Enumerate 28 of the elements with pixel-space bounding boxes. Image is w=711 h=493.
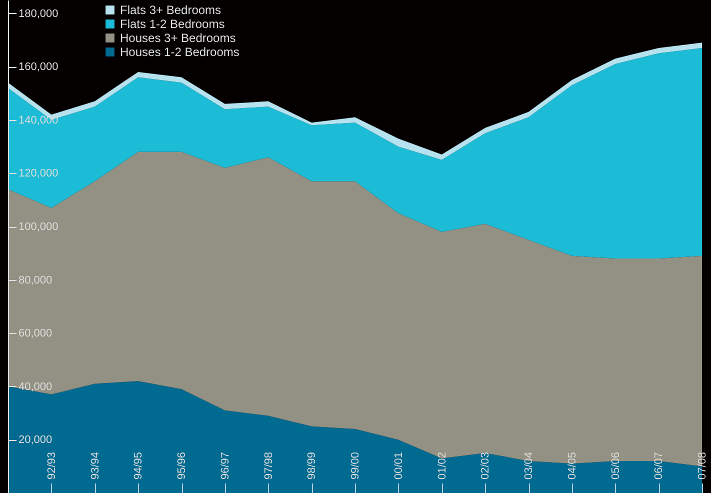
x-tick-label: 00/01 xyxy=(392,452,405,480)
x-tick-label: 99/00 xyxy=(350,452,362,480)
legend-label: Houses 1-2 Bedrooms xyxy=(120,45,240,59)
legend-label: Flats 1-2 Bedrooms xyxy=(120,17,225,31)
y-tick-label: 20,000 xyxy=(18,434,52,446)
x-tick-label: 04/05 xyxy=(566,452,578,480)
y-tick-label: 60,000 xyxy=(18,328,52,340)
legend-label: Flats 3+ Bedrooms xyxy=(120,3,222,17)
y-tick-label: 40,000 xyxy=(18,380,52,393)
x-tick-label: 94/95 xyxy=(132,452,145,480)
x-tick-label: 92/93 xyxy=(46,452,58,480)
y-tick-label: 180,000 xyxy=(18,8,58,20)
y-tick-label: 160,000 xyxy=(18,61,58,74)
y-tick-label: 120,000 xyxy=(18,168,58,180)
legend-label: Houses 3+ Bedrooms xyxy=(120,31,236,45)
x-tick-label: 01/02 xyxy=(436,452,448,480)
x-tick-label: 96/97 xyxy=(219,452,232,480)
x-tick-label: 98/99 xyxy=(306,452,318,480)
x-tick-label: 02/03 xyxy=(480,452,492,480)
y-tick-label: 80,000 xyxy=(18,274,52,286)
x-tick-label: 03/04 xyxy=(523,452,535,480)
x-tick-label: 05/06 xyxy=(610,452,622,480)
x-tick-label: 97/98 xyxy=(262,452,275,480)
x-tick-label: 95/96 xyxy=(176,452,188,480)
x-tick-label: 07/08 xyxy=(696,452,708,480)
x-tick-label: 06/07 xyxy=(653,452,666,480)
x-tick-label: 93/94 xyxy=(89,452,102,480)
y-tick-label: 100,000 xyxy=(18,221,58,234)
